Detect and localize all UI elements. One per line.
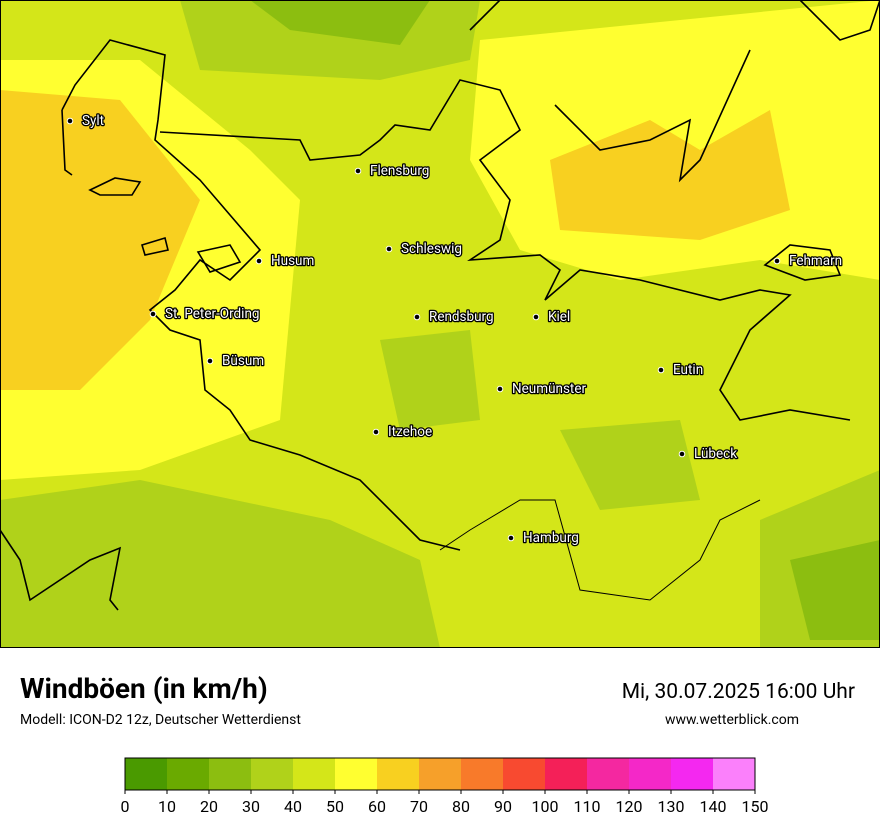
tick-label: 100	[532, 797, 559, 816]
city-label: Rendsburg	[429, 309, 494, 325]
date: Mi, 30.07.2025 16:00 Uhr	[622, 680, 855, 704]
subtitle: Modell: ICON-D2 12z, Deutscher Wetterdie…	[20, 712, 301, 728]
color-swatch	[713, 758, 755, 790]
city-dot	[496, 385, 504, 393]
tick-label: 120	[616, 797, 643, 816]
tick-label: 150	[742, 797, 769, 816]
tick-label: 60	[368, 797, 386, 816]
tick-label: 70	[410, 797, 428, 816]
color-swatch	[461, 758, 503, 790]
colorbar: 0 10 20 30 40 50 60 70 80 90 100 110 120 130 140 150	[121, 757, 769, 816]
city-dot	[206, 357, 214, 365]
website: www.wetterblick.com	[665, 712, 799, 728]
city-label: Eutin	[673, 362, 703, 378]
city-dot	[507, 534, 515, 542]
tick-label: 0	[121, 797, 130, 816]
tick-label: 10	[158, 797, 176, 816]
tick-label: 140	[700, 797, 727, 816]
city-label: Schleswig	[401, 241, 462, 257]
color-swatch	[545, 758, 587, 790]
city-dot	[149, 310, 157, 318]
city-dot	[372, 428, 380, 436]
city-dot	[773, 257, 781, 265]
city-label: Neumünster	[512, 381, 587, 397]
title: Windböen (in km/h)	[20, 672, 268, 705]
city-label: Itzehoe	[388, 424, 432, 440]
coastlines	[0, 0, 880, 611]
color-swatch	[503, 758, 545, 790]
city-dot	[255, 257, 263, 265]
city-dot	[385, 245, 393, 253]
tick-label: 130	[658, 797, 685, 816]
city-label: Büsum	[222, 353, 264, 369]
color-swatch	[587, 758, 629, 790]
city-label: Hamburg	[523, 530, 579, 546]
city-dot	[354, 167, 362, 175]
city-label: Flensburg	[370, 163, 429, 179]
city-label: St. Peter-Ording	[165, 306, 259, 322]
city-dot	[532, 313, 540, 321]
tick-label: 20	[200, 797, 218, 816]
city-label: Kiel	[548, 309, 570, 325]
tick-label: 40	[284, 797, 302, 816]
city-layer: Sylt Flensburg Schleswig Husum Fehmarn St. Pe…	[66, 112, 843, 547]
color-swatch	[377, 758, 419, 790]
wind-field	[0, 0, 880, 648]
city-label: Husum	[271, 253, 314, 269]
tick-label: 110	[574, 797, 601, 816]
color-swatch	[419, 758, 461, 790]
colorbar-frame	[124, 757, 756, 791]
tick-label: 80	[452, 797, 470, 816]
city-dot	[413, 313, 421, 321]
tick-label: 30	[242, 797, 260, 816]
tick-label: 90	[494, 797, 512, 816]
color-swatch	[251, 758, 293, 790]
color-swatch	[671, 758, 713, 790]
color-swatch	[335, 758, 377, 790]
city-label: Fehmarn	[789, 253, 842, 269]
color-swatch	[125, 758, 167, 790]
color-swatch	[293, 758, 335, 790]
color-swatch	[629, 758, 671, 790]
city-dot	[657, 366, 665, 374]
city-label: Lübeck	[694, 446, 737, 462]
color-swatch	[167, 758, 209, 790]
city-dot	[66, 117, 74, 125]
city-dot	[678, 450, 686, 458]
tick-label: 50	[326, 797, 344, 816]
color-swatch	[209, 758, 251, 790]
city-label: Sylt	[82, 113, 104, 129]
